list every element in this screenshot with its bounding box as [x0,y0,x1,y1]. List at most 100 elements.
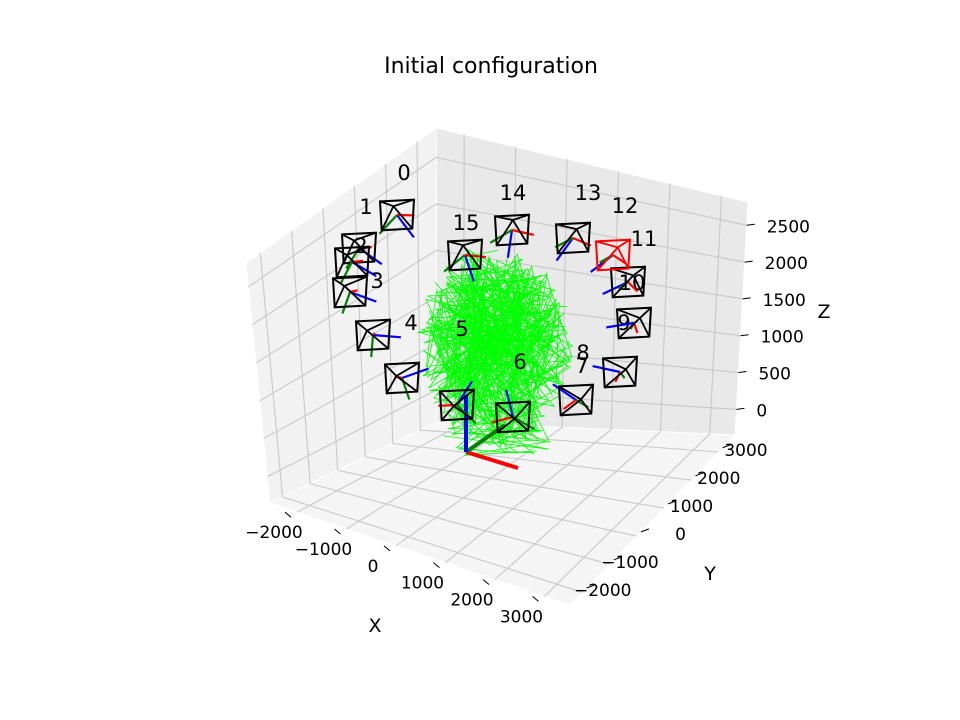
camera-frustum-edge [639,307,652,319]
camera-label: 13 [575,181,602,205]
camera-frustum-edge [556,228,578,254]
camera-label: 15 [453,211,480,235]
y-tick-label: 0 [675,525,686,545]
x-grid-line [494,183,671,580]
camera-z-axis [349,290,377,303]
camera-frustum-edge [346,245,370,256]
camera-13: 13 [554,181,602,262]
camera-z-axis [372,333,401,339]
camera-x-axis [562,399,577,410]
camera-frustum-edge [555,223,577,231]
z-grid-line [248,156,747,288]
camera-y-axis [489,229,513,244]
y-tick-mark [613,556,622,561]
camera-frustum-edge [341,233,355,242]
camera-label: 3 [370,269,383,293]
x-tick-label: 2000 [450,591,493,611]
axes-grid [248,134,747,597]
camera-frustum-edge [353,231,377,242]
x-tick-mark [383,545,391,552]
camera-frustum-edge [343,285,366,307]
x-tick-mark [532,595,539,602]
x-tick-label: −1000 [295,540,353,560]
camera-frustum-edge [580,398,593,415]
camera-frustum-edge [560,398,582,417]
camera-y-axis [341,291,352,314]
camera-frustum-edge [595,240,619,249]
y-grid-line [385,163,692,481]
camera-frustum-edge [604,368,627,388]
camera-frustum-edge [448,244,464,271]
camera-label: 5 [455,317,468,341]
camera-frustum-edge [639,317,651,338]
z-tick-mark [736,407,745,410]
camera-label: 14 [500,181,527,205]
camera-z-axis [592,365,621,374]
z-grid-line [251,203,745,326]
camera-y-axis [370,334,375,358]
z-grid-line [259,296,741,402]
x-tick-label: 0 [368,557,379,577]
camera-frustum-edge [385,375,398,394]
point-cloud-trace [463,313,556,416]
point-cloud-trace [448,413,540,446]
x-tick-mark [334,528,341,535]
camera-frustum-edge [575,228,590,253]
point-cloud-trace [437,276,567,367]
camera-frustum-edge [356,330,368,351]
camera-label: 0 [397,161,410,185]
point-cloud-trace [439,289,542,435]
camera-x-axis [612,254,627,265]
camera-label: 11 [631,227,658,251]
camera-8: 8 [552,341,595,417]
camera-frustum-edge [597,246,619,271]
camera-z-axis [552,383,577,401]
camera-frustum-edge [395,375,418,393]
camera-0: 0 [378,161,416,239]
camera-14: 14 [489,181,535,258]
floor-pane [268,421,737,606]
camera-frustum-edge [332,277,345,287]
camera-frustum-edge [453,405,473,420]
camera-frustum-edge [353,239,375,263]
x-tick-label: 3000 [500,607,543,627]
z-tick-mark [746,223,755,226]
x-tick-mark [284,511,292,518]
camera-5: 5 [383,317,469,400]
z-tick-label: 0 [756,401,767,421]
z-axis-label: Z [817,301,830,323]
z-tick-label: 500 [758,365,790,385]
x-tick-mark [482,579,490,585]
camera-7: 7 [491,354,589,434]
camera-frustum-edge [333,285,346,308]
camera-frustum-edge [380,205,395,231]
camera-frustum-edge [379,200,394,208]
camera-frustum-edge [513,401,531,420]
camera-frustum-edge [618,317,641,339]
z-tick-label: 2000 [765,254,808,274]
camera-frustum-edge [441,405,455,421]
camera-frustum-edge [344,275,368,287]
camera-frustum-edge [512,213,530,221]
camera-label: 2 [354,234,367,258]
camera-frustum-edge [366,329,389,350]
camera-y-axis [339,261,353,284]
camera-label: 6 [513,350,526,374]
camera-frustum-edge [335,254,348,278]
y-tick-label: 2000 [697,469,740,489]
camera-z-axis [606,321,635,329]
z-tick-mark [738,371,747,374]
y-tick-label: 1000 [670,497,713,517]
camera-frustum-edge [632,265,646,277]
camera-frustum-edge [384,363,397,377]
camera-y-axis [443,254,466,273]
camera-frustum-edge [558,385,582,401]
camera-frustum-edge [447,240,464,247]
y-grid-line [291,230,610,565]
camera-frustum-edge [602,357,627,371]
camera-frustum-edge [355,320,368,332]
y-tick-mark [722,444,731,449]
camera-frustum-edge [513,418,529,432]
camera-x-axis [632,322,639,334]
